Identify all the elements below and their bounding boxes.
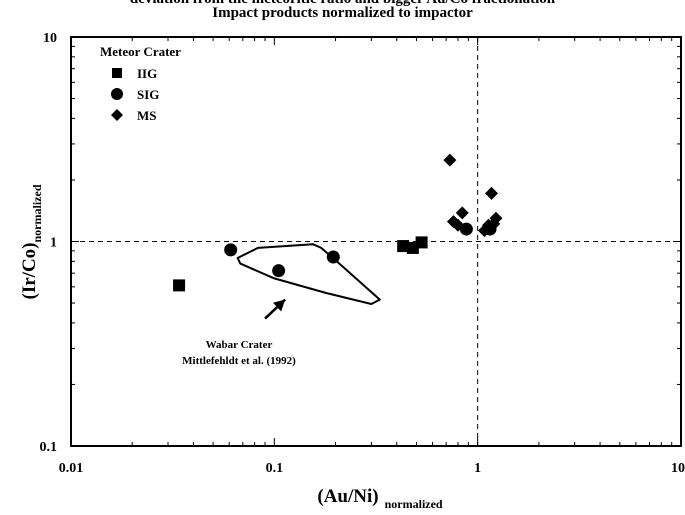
x-tick-label: 0.1: [266, 461, 284, 476]
legend-label-sig: SIG: [137, 87, 159, 102]
point-ms: [451, 218, 465, 232]
x-tick-label: 1: [474, 461, 481, 476]
y-axis-label: (Ir/Co): [19, 243, 40, 300]
legend-label-iig: IIG: [137, 66, 157, 81]
point-iig: [397, 240, 410, 253]
y-axis-subscript: normalized: [30, 184, 44, 242]
x-tick-label: 10: [671, 461, 685, 476]
legend-marker-iig: [112, 68, 122, 78]
x-axis-title: (Au/Ni) normalized: [317, 486, 443, 511]
chart-title: Impact products normalized to impactor: [212, 5, 473, 21]
region-label-line-1: Wabar Crater: [206, 339, 273, 351]
region-arrow-head: [273, 299, 286, 312]
region-label: Wabar Crater Mittlefehldt et al. (1992): [182, 339, 296, 367]
legend-marker-ms: [111, 109, 123, 121]
region-outline: [236, 243, 381, 305]
x-tick-label: 0.01: [59, 461, 84, 476]
legend: Meteor Crater IIG SIG MS: [100, 44, 181, 123]
y-tick-label: 0.1: [40, 440, 58, 455]
legend-label-ms: MS: [137, 108, 157, 123]
y-tick-label: 1: [50, 236, 57, 251]
x-axis-label: (Au/Ni): [317, 486, 378, 507]
legend-title: Meteor Crater: [100, 44, 181, 59]
point-iig: [415, 236, 428, 249]
point-sig: [224, 243, 238, 257]
y-tick-label: 10: [43, 31, 57, 46]
point-ms: [443, 153, 457, 167]
legend-marker-sig: [111, 88, 123, 100]
data-points: [173, 153, 503, 292]
reference-lines: [71, 37, 681, 446]
point-iig: [173, 279, 186, 292]
x-axis-subscript: normalized: [385, 497, 443, 511]
wabar-region: [236, 243, 381, 320]
clipped-header-text: deviation from the meteoritic ratio and …: [0, 0, 685, 8]
point-sig: [326, 250, 340, 264]
y-axis-title: (Ir/Co)normalized: [19, 184, 44, 299]
point-ms: [489, 211, 503, 225]
region-label-line-2: Mittlefehldt et al. (1992): [182, 355, 296, 367]
point-sig: [272, 264, 286, 278]
point-ms: [485, 186, 499, 200]
point-ms: [455, 206, 469, 220]
